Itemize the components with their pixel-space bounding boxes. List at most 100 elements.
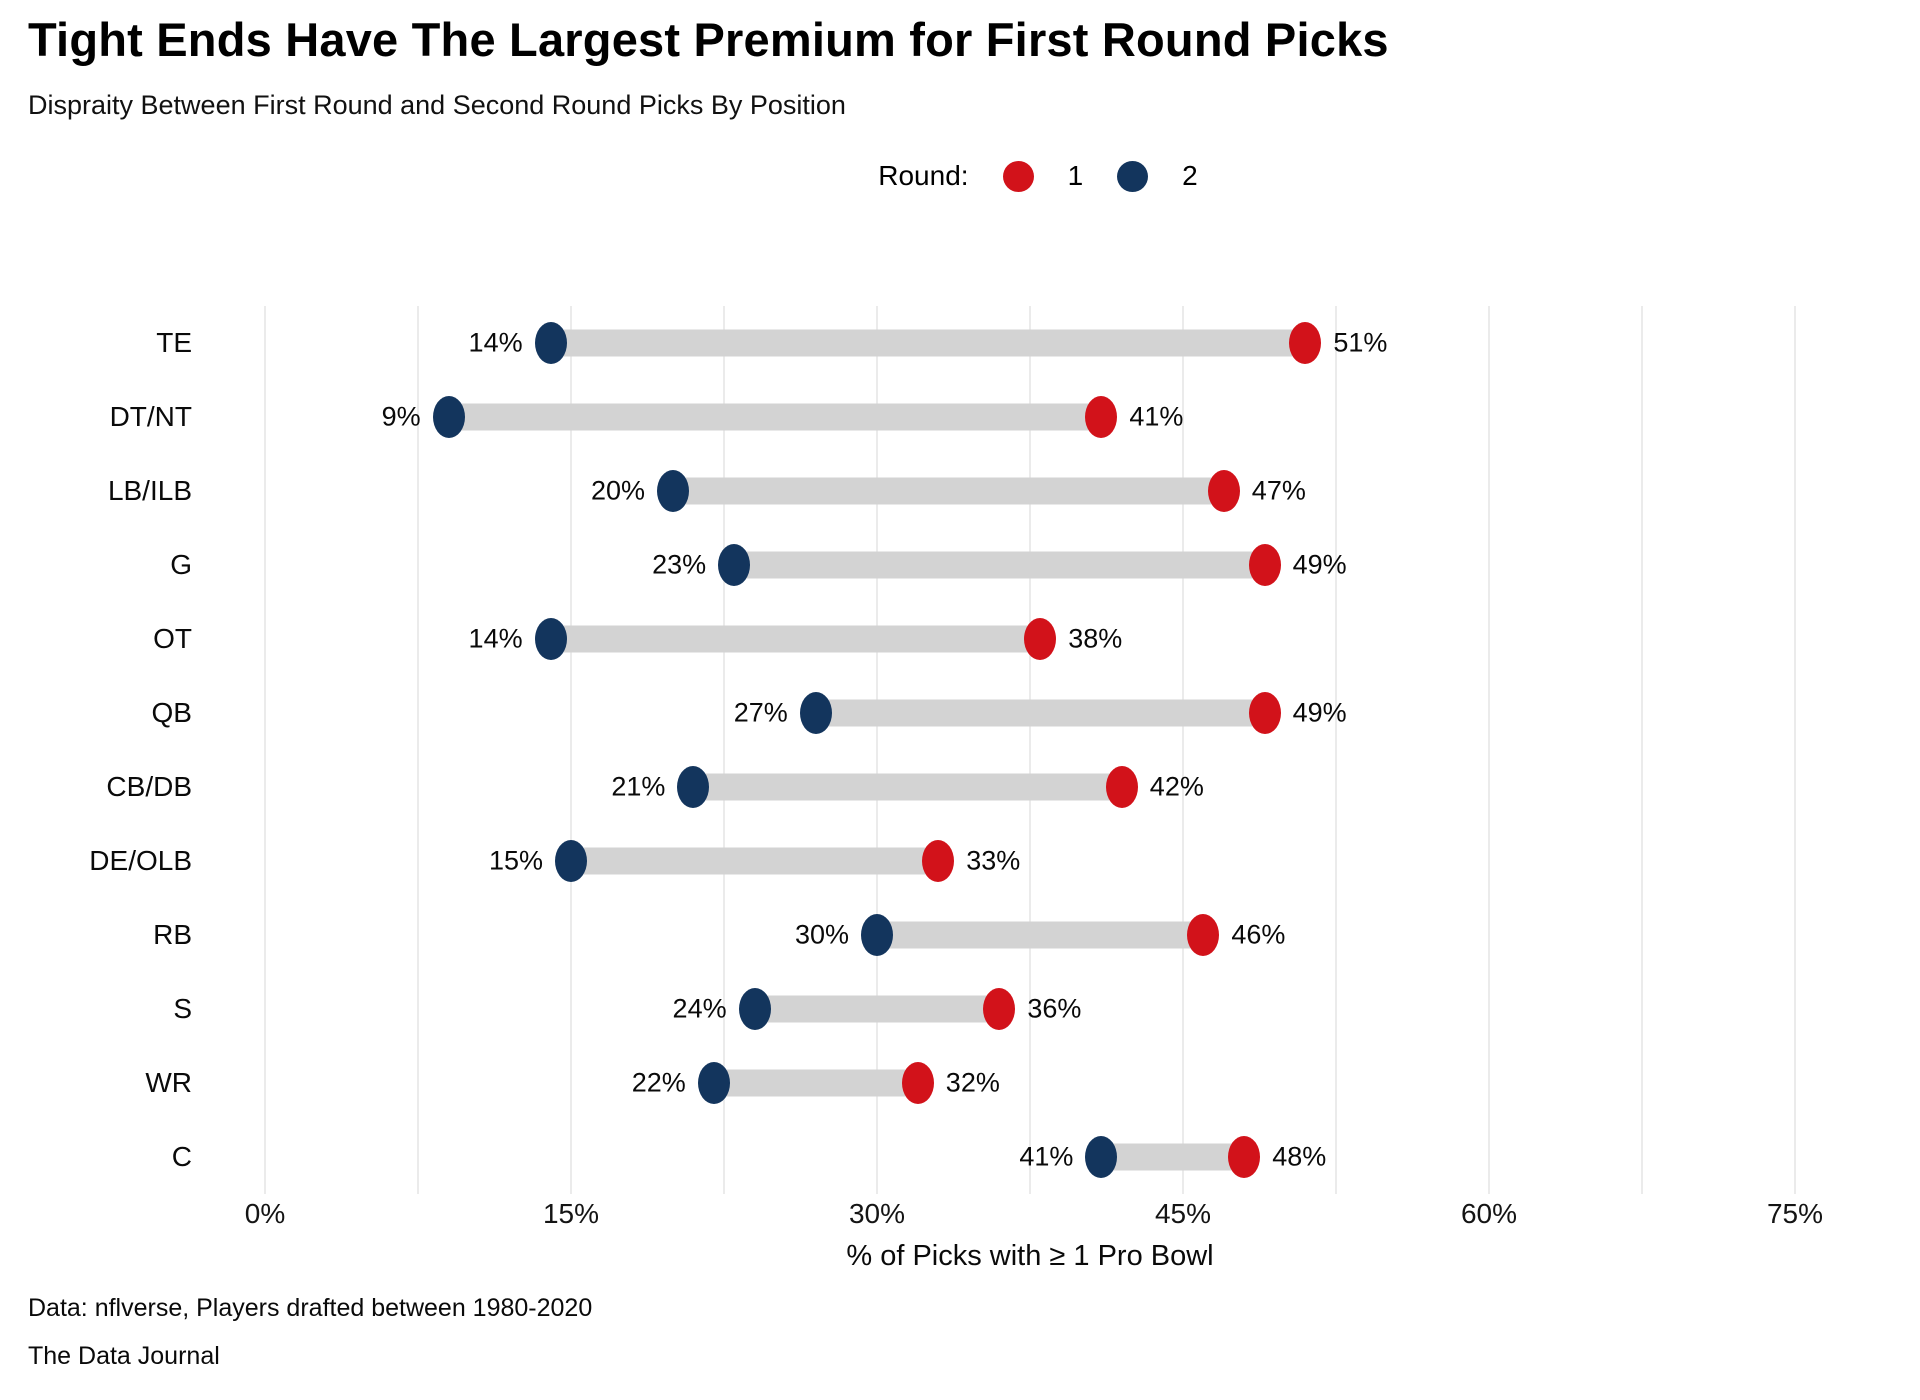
round-1-dot xyxy=(1024,618,1057,660)
round-2-value-label: 30% xyxy=(794,919,849,950)
category-label: OT xyxy=(153,623,192,654)
round-2-dot xyxy=(697,1062,730,1104)
category-label: LB/ILB xyxy=(107,475,192,506)
round-1-value-label: 51% xyxy=(1333,327,1388,358)
round-2-value-label: 14% xyxy=(468,327,523,358)
x-tick-label: 60% xyxy=(1460,1198,1518,1229)
round-1-value-label: 41% xyxy=(1129,401,1184,432)
connector-bar xyxy=(734,551,1265,579)
gridline xyxy=(1794,306,1796,1194)
round-1-dot xyxy=(1187,914,1220,956)
connector-bar xyxy=(877,921,1204,949)
connector-bar xyxy=(713,1069,918,1097)
round-2-dot xyxy=(738,988,771,1030)
round-2-dot xyxy=(534,618,567,660)
round-1-value-label: 32% xyxy=(945,1067,1000,1098)
round-1-value-label: 36% xyxy=(1027,993,1082,1024)
gridline xyxy=(723,306,725,1194)
category-label: DE/OLB xyxy=(89,845,192,876)
legend-item-round-1: 1 xyxy=(1002,160,1084,192)
connector-bar xyxy=(693,773,1122,801)
round-2-dot xyxy=(657,470,689,512)
x-axis-ticks: 0% 15% 30% 45% 60% 75% xyxy=(245,1198,1823,1234)
category-label: QB xyxy=(151,697,192,728)
round-1-value-label: 47% xyxy=(1251,475,1306,506)
round-1-legend-dot-icon xyxy=(1002,160,1034,192)
round-1-value-label: 49% xyxy=(1292,697,1347,728)
publisher-caption: The Data Journal xyxy=(28,1342,220,1370)
round-1-dot xyxy=(1248,692,1281,734)
round-2-value-label: 22% xyxy=(631,1067,686,1098)
round-1-dot xyxy=(1207,470,1240,512)
round-1-dot xyxy=(1248,544,1281,586)
gridline xyxy=(1029,306,1031,1194)
legend-item-round-2: 2 xyxy=(1117,160,1198,192)
round-1-dot xyxy=(1289,322,1322,364)
category-label: C xyxy=(171,1141,192,1172)
connector-bar xyxy=(550,329,1306,357)
round-1-value-label: 42% xyxy=(1149,771,1204,802)
x-tick-label: 15% xyxy=(542,1198,600,1229)
round-1-value-label: 33% xyxy=(966,845,1021,876)
legend-title: Round: xyxy=(878,160,969,191)
round-1-dot xyxy=(1228,1136,1261,1178)
round-2-dot xyxy=(861,914,893,956)
plot-area: 14% 51% 9% 41% 20% 47% 23% 49% 14% 38% 27% 49% 21% 42… xyxy=(264,306,1796,1194)
round-1-dot xyxy=(983,988,1016,1030)
category-label: CB/DB xyxy=(106,771,192,802)
category-label: WR xyxy=(145,1067,192,1098)
round-1-dot xyxy=(922,840,955,882)
category-label: S xyxy=(173,993,192,1024)
round-2-value-label: 27% xyxy=(733,697,788,728)
y-axis-labels: TE DT/NT LB/ILB G OT QB CB/DB DE/OLB RB S WR C xyxy=(0,306,192,1194)
gridline xyxy=(876,306,878,1194)
round-1-dot xyxy=(1085,396,1118,438)
gridline xyxy=(264,306,266,1194)
round-1-dot xyxy=(901,1062,934,1104)
round-2-dot xyxy=(1085,1136,1118,1178)
round-2-dot xyxy=(799,692,832,734)
round-2-value-label: 24% xyxy=(672,993,727,1024)
legend-item-label: 2 xyxy=(1182,160,1198,191)
connector-bar xyxy=(550,625,1041,653)
round-2-value-label: 15% xyxy=(488,845,543,876)
data-source-caption: Data: nflverse, Players drafted between … xyxy=(28,1294,593,1322)
round-1-value-label: 38% xyxy=(1068,623,1123,654)
round-2-value-label: 41% xyxy=(1019,1141,1074,1172)
gridline xyxy=(1488,306,1490,1194)
category-label: DT/NT xyxy=(109,401,192,432)
round-2-legend-dot-icon xyxy=(1117,160,1149,192)
round-2-value-label: 21% xyxy=(611,771,666,802)
round-2-dot xyxy=(432,396,465,438)
round-1-value-label: 49% xyxy=(1292,549,1347,580)
gridline xyxy=(1335,306,1337,1194)
round-2-dot xyxy=(555,840,587,882)
round-2-dot xyxy=(534,322,567,364)
category-label: RB xyxy=(153,919,192,950)
round-1-value-label: 46% xyxy=(1231,919,1286,950)
x-tick-label: 75% xyxy=(1766,1198,1824,1229)
connector-bar xyxy=(448,403,1102,431)
gridline xyxy=(1182,306,1184,1194)
gridline xyxy=(417,306,419,1194)
round-1-dot xyxy=(1105,766,1138,808)
round-2-value-label: 9% xyxy=(381,401,421,432)
round-2-dot xyxy=(677,766,710,808)
x-tick-label: 45% xyxy=(1154,1198,1212,1229)
gridline xyxy=(570,306,572,1194)
round-1-value-label: 48% xyxy=(1272,1141,1327,1172)
legend-item-label: 1 xyxy=(1067,160,1084,191)
category-label: G xyxy=(170,549,192,580)
chart-title: Tight Ends Have The Largest Premium for … xyxy=(28,13,1389,66)
chart-subtitle: Dispraity Between First Round and Second… xyxy=(28,90,846,120)
connector-bar xyxy=(571,847,939,875)
round-2-value-label: 20% xyxy=(590,475,645,506)
x-tick-label: 30% xyxy=(848,1198,906,1229)
category-label: TE xyxy=(156,327,192,358)
x-axis-title: % of Picks with ≥ 1 Pro Bowl xyxy=(846,1240,1214,1272)
connector-bar xyxy=(673,477,1224,505)
legend: Round: 1 2 xyxy=(78,160,1920,192)
connector-bar xyxy=(815,699,1265,727)
round-2-value-label: 14% xyxy=(468,623,523,654)
